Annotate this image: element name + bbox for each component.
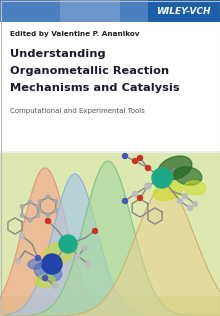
Circle shape [138, 155, 143, 161]
Circle shape [35, 256, 40, 260]
Circle shape [36, 214, 40, 217]
Bar [0, 22, 220, 152]
Text: Understanding: Understanding [10, 49, 106, 59]
Text: Computational and Experimental Tools: Computational and Experimental Tools [10, 108, 145, 114]
Circle shape [20, 234, 24, 239]
Circle shape [20, 205, 24, 208]
Circle shape [178, 198, 183, 204]
Circle shape [28, 218, 32, 222]
Circle shape [132, 159, 138, 163]
Circle shape [187, 205, 192, 210]
Bar [0, 0, 148, 22]
Circle shape [123, 154, 128, 159]
Circle shape [86, 262, 90, 266]
Circle shape [36, 205, 40, 208]
Ellipse shape [35, 275, 55, 287]
Circle shape [46, 195, 50, 199]
Circle shape [138, 196, 143, 200]
Circle shape [183, 193, 187, 198]
Ellipse shape [34, 263, 62, 282]
Circle shape [38, 209, 42, 212]
Circle shape [28, 200, 32, 204]
Circle shape [75, 253, 81, 258]
Ellipse shape [43, 242, 73, 266]
Ellipse shape [174, 167, 202, 185]
Circle shape [132, 191, 138, 197]
Ellipse shape [153, 181, 183, 201]
Circle shape [92, 228, 97, 234]
Circle shape [42, 276, 48, 281]
Circle shape [46, 213, 50, 217]
Bar [60, 0, 120, 22]
Circle shape [59, 235, 77, 253]
Bar [148, 0, 220, 22]
Text: Edited by Valentine P. Ananikov: Edited by Valentine P. Ananikov [10, 31, 139, 37]
Ellipse shape [158, 156, 192, 180]
Text: WILEY-VCH: WILEY-VCH [156, 7, 210, 15]
Circle shape [42, 254, 62, 274]
Circle shape [145, 183, 151, 189]
Circle shape [20, 214, 24, 217]
Bar [0, 296, 220, 316]
Circle shape [123, 198, 128, 204]
Ellipse shape [184, 181, 206, 195]
Bar [0, 152, 220, 316]
Circle shape [46, 218, 51, 223]
Circle shape [145, 166, 150, 171]
Circle shape [38, 200, 42, 203]
Circle shape [54, 209, 58, 212]
Circle shape [54, 200, 58, 203]
Circle shape [192, 202, 198, 206]
Ellipse shape [28, 259, 44, 269]
Circle shape [82, 246, 88, 251]
Circle shape [15, 258, 20, 264]
Bar [0, 151, 220, 153]
Text: Organometallic Reaction: Organometallic Reaction [10, 66, 169, 76]
Text: Mechanisms and Catalysis: Mechanisms and Catalysis [10, 83, 180, 93]
Circle shape [53, 283, 57, 289]
Circle shape [152, 168, 172, 188]
